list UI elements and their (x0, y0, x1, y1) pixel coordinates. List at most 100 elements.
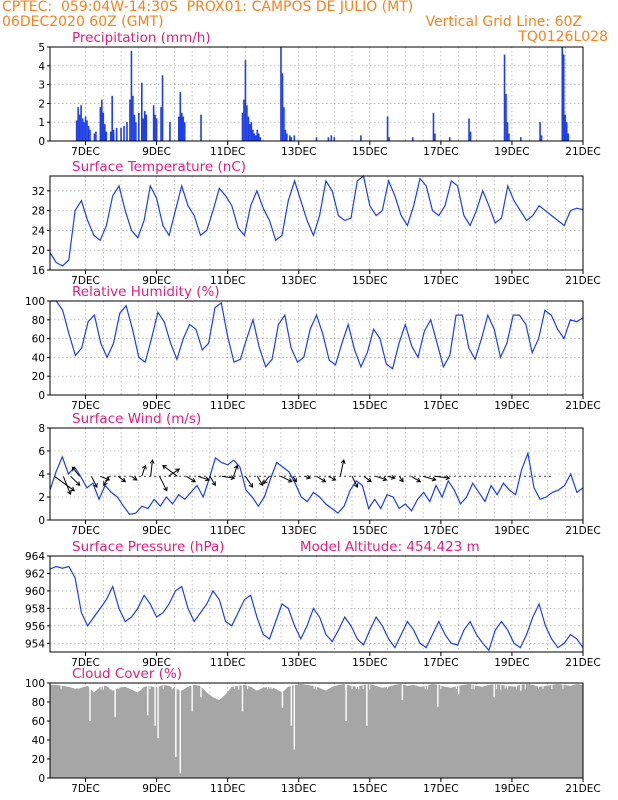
wind-dot (374, 475, 376, 477)
y-tick-label: 100 (25, 296, 45, 308)
precip-bar (243, 99, 245, 141)
wind-dot (539, 475, 541, 477)
wind-arrow (398, 476, 404, 482)
precip-bar (448, 137, 451, 141)
x-tick-label: 9DEC (142, 525, 171, 537)
wind-dot (544, 475, 546, 477)
y-tick-label: 2 (38, 492, 45, 504)
precip-bar (280, 47, 282, 141)
wind-arrow-head (71, 466, 77, 472)
precip-bar (126, 122, 128, 141)
wind-arrow-head (287, 478, 293, 483)
precip-bar (93, 133, 96, 141)
wind-dot (314, 475, 316, 477)
wind-dot (194, 475, 196, 477)
rh-series-line (50, 300, 584, 370)
wind-dot (499, 475, 501, 477)
y-tick-label: 5 (38, 42, 45, 54)
precip-bar (520, 137, 522, 141)
wind-arrow (339, 459, 345, 477)
wind-arrow (292, 476, 297, 482)
wind-arrow-head (263, 479, 268, 485)
wind-dot (479, 475, 481, 477)
x-tick-label: 9DEC (142, 400, 171, 412)
x-tick-label: 11DEC (210, 525, 245, 537)
precip-bar (286, 133, 288, 141)
wind-dot (284, 475, 286, 477)
panel-wind: 0 2 4 6 8 7DEC 9DEC 11DEC 13DEC 15DEC 17DEC 19DEC 21… (38, 411, 600, 537)
pressure-series-line (49, 565, 584, 652)
x-tick-label: 19DEC (494, 400, 529, 412)
panel-frame (49, 555, 584, 653)
x-tick-label: 21DEC (565, 657, 600, 669)
wind-arrow-head (353, 483, 359, 488)
wind-arrow (351, 476, 358, 488)
x-tick-label: 15DEC (352, 400, 387, 412)
wind-arrow (328, 475, 336, 481)
wind-dot (239, 475, 241, 477)
precip-bar (256, 129, 259, 141)
header-grid-note: Vertical Grid Line: 60Z (425, 14, 582, 30)
precip-bar (179, 92, 182, 141)
precip-bar (360, 135, 362, 141)
wind-arrow (434, 475, 450, 479)
wind-arrow (103, 476, 110, 486)
x-tick-label: 19DEC (494, 657, 529, 669)
precip-bar (200, 114, 202, 141)
wind-arrow (70, 475, 81, 486)
wind-arrow (363, 475, 372, 483)
panel-rh: 0 20 40 60 80 100 7DEC 9DEC 11DEC 13DEC 15DEC 17DEC… (25, 284, 601, 412)
wind-dot (289, 475, 291, 477)
wind-dot (509, 475, 511, 477)
x-tick-label: 13DEC (281, 657, 316, 669)
y-tick-label: 4 (38, 469, 45, 481)
precip-bar (565, 122, 568, 141)
wind-arrow-head (233, 464, 239, 470)
precip-bar (540, 135, 543, 141)
precip-bar (132, 95, 134, 141)
header-station: CPTEC: 059:04W-14:30S PROX01: CAMPOS DE … (2, 0, 414, 15)
wind-arrow-head (230, 475, 236, 481)
wind-arrow-head (175, 468, 181, 473)
precip-bar (180, 112, 183, 141)
precip-bar (142, 118, 145, 141)
wind-dot (174, 475, 176, 477)
wind-arrow-head (331, 476, 337, 481)
precip-bar (87, 125, 90, 141)
wind-arrow-head (367, 477, 372, 483)
wind-dot (144, 475, 146, 477)
y-tick-label: 0 (38, 515, 45, 527)
precip-bar (539, 122, 541, 141)
y-tick-label: 6 (38, 446, 45, 458)
x-tick-label: 9DEC (142, 783, 171, 795)
x-tick-label: 21DEC (565, 275, 600, 287)
precip-bar (77, 107, 79, 141)
wind-dot (164, 475, 166, 477)
precip-bar (86, 120, 88, 141)
precip-bar (101, 99, 103, 141)
wind-arrow-head (382, 476, 388, 482)
wind-arrow-head (191, 477, 197, 483)
wind-dot (359, 475, 361, 477)
wind-dot (219, 475, 221, 477)
wind-arrow (304, 475, 311, 479)
x-tick-label: 17DEC (423, 400, 458, 412)
x-tick-label: 7DEC (71, 783, 100, 795)
panel-temp: 16 20 24 28 32 7DEC 9DEC 11DEC 13DEC 15DEC 17DEC 19… (32, 159, 601, 287)
precip-bar (506, 122, 509, 141)
panel-frame (49, 682, 584, 779)
panel-title: Surface Pressure (hPa) (72, 539, 225, 555)
x-tick-label: 9DEC (142, 146, 171, 158)
wind-dot (549, 475, 551, 477)
precip-bar (84, 116, 87, 141)
wind-dot (294, 475, 296, 477)
wind-dot (349, 475, 351, 477)
x-tick-label: 7DEC (71, 657, 100, 669)
wind-arrow (91, 476, 98, 488)
wind-arrow (117, 475, 126, 483)
wind-dot (324, 475, 326, 477)
precip-bar (241, 112, 244, 141)
x-tick-label: 13DEC (281, 525, 316, 537)
wind-arrow-head (121, 477, 127, 483)
wind-dot (474, 475, 476, 477)
